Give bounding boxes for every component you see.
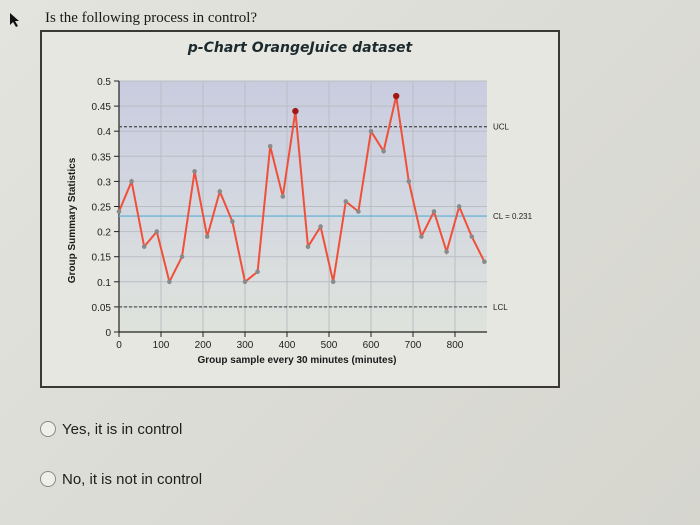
data-point bbox=[267, 143, 273, 149]
x-tick-label: 700 bbox=[405, 340, 422, 351]
ucl-label: UCL bbox=[493, 123, 510, 132]
y-tick-label: 0.2 bbox=[97, 228, 111, 239]
x-tick-label: 200 bbox=[195, 340, 212, 351]
x-axis-label: Group sample every 30 minutes (minutes) bbox=[198, 355, 397, 366]
y-tick-label: 0.5 bbox=[97, 77, 111, 88]
data-point bbox=[368, 128, 374, 134]
option-label: Yes, it is in control bbox=[62, 420, 183, 438]
data-point bbox=[230, 219, 235, 224]
data-line bbox=[118, 95, 486, 285]
mouse-pointer-icon bbox=[10, 13, 19, 27]
y-tick-label: 0.05 bbox=[92, 303, 112, 314]
data-point bbox=[381, 148, 386, 154]
x-tick-label: 100 bbox=[153, 340, 170, 351]
question-text: Is the following process in control? bbox=[45, 10, 258, 26]
chart-title: p-Chart OrangeJuice dataset bbox=[187, 40, 413, 56]
chart-frame: p-Chart OrangeJuice dataset 0 0.05 0.1 0.15… bbox=[40, 30, 560, 388]
x-tick-label: 400 bbox=[279, 340, 296, 351]
data-point bbox=[469, 234, 475, 239]
option-no-not-in-control[interactable]: No, it is not in control bbox=[40, 468, 202, 490]
data-point bbox=[343, 199, 349, 204]
data-point bbox=[217, 189, 223, 194]
data-point bbox=[129, 179, 134, 184]
data-point bbox=[330, 279, 336, 285]
data-point bbox=[167, 279, 172, 285]
data-point bbox=[192, 169, 197, 174]
out-of-control-point bbox=[292, 107, 299, 115]
data-point bbox=[141, 244, 147, 249]
x-tick-label: 300 bbox=[237, 340, 254, 351]
y-tick-label: 0.35 bbox=[92, 152, 112, 163]
x-tick-label: 0 bbox=[116, 340, 122, 351]
option-yes-in-control[interactable]: Yes, it is in control bbox=[40, 418, 202, 440]
option-label: No, it is not in control bbox=[62, 470, 203, 488]
data-point bbox=[356, 209, 361, 214]
y-tick-label: 0.45 bbox=[92, 102, 112, 113]
y-tick-label: 0.15 bbox=[92, 253, 112, 264]
data-point bbox=[456, 204, 462, 209]
data-point bbox=[406, 179, 412, 184]
x-tick-label: 800 bbox=[447, 340, 464, 351]
data-point bbox=[305, 244, 311, 249]
data-point bbox=[431, 209, 437, 214]
y-tick-label: 0 bbox=[105, 328, 111, 339]
lcl-label: LCL bbox=[493, 303, 508, 312]
out-of-control-point bbox=[393, 92, 400, 100]
data-point bbox=[444, 249, 449, 254]
data-point bbox=[116, 209, 122, 214]
p-chart: 0 0.05 0.1 0.15 0.2 0.25 0.3 0.35 0.4 0.45 0.5 0 100… bbox=[67, 77, 533, 366]
x-tick-label: 500 bbox=[321, 340, 338, 351]
x-tick-label: 600 bbox=[363, 340, 380, 351]
data-point bbox=[242, 279, 248, 285]
y-tick-label: 0.3 bbox=[97, 177, 111, 188]
data-point bbox=[482, 259, 487, 265]
cl-label: CL = 0.231 bbox=[493, 212, 533, 221]
data-point bbox=[204, 234, 210, 239]
data-point bbox=[280, 194, 286, 199]
y-tick-label: 0.4 bbox=[97, 127, 111, 138]
data-point bbox=[419, 234, 424, 239]
answer-options: Yes, it is in control No, it is not in c… bbox=[40, 418, 202, 518]
radio-button[interactable] bbox=[40, 471, 56, 487]
data-point bbox=[255, 269, 260, 275]
data-point bbox=[318, 224, 323, 229]
data-point bbox=[154, 229, 160, 234]
radio-button[interactable] bbox=[40, 421, 56, 437]
y-tick-label: 0.1 bbox=[97, 278, 111, 289]
y-axis-label: Group Summary Statistics bbox=[67, 157, 78, 283]
y-tick-label: 0.25 bbox=[92, 203, 112, 214]
data-point bbox=[179, 254, 185, 259]
